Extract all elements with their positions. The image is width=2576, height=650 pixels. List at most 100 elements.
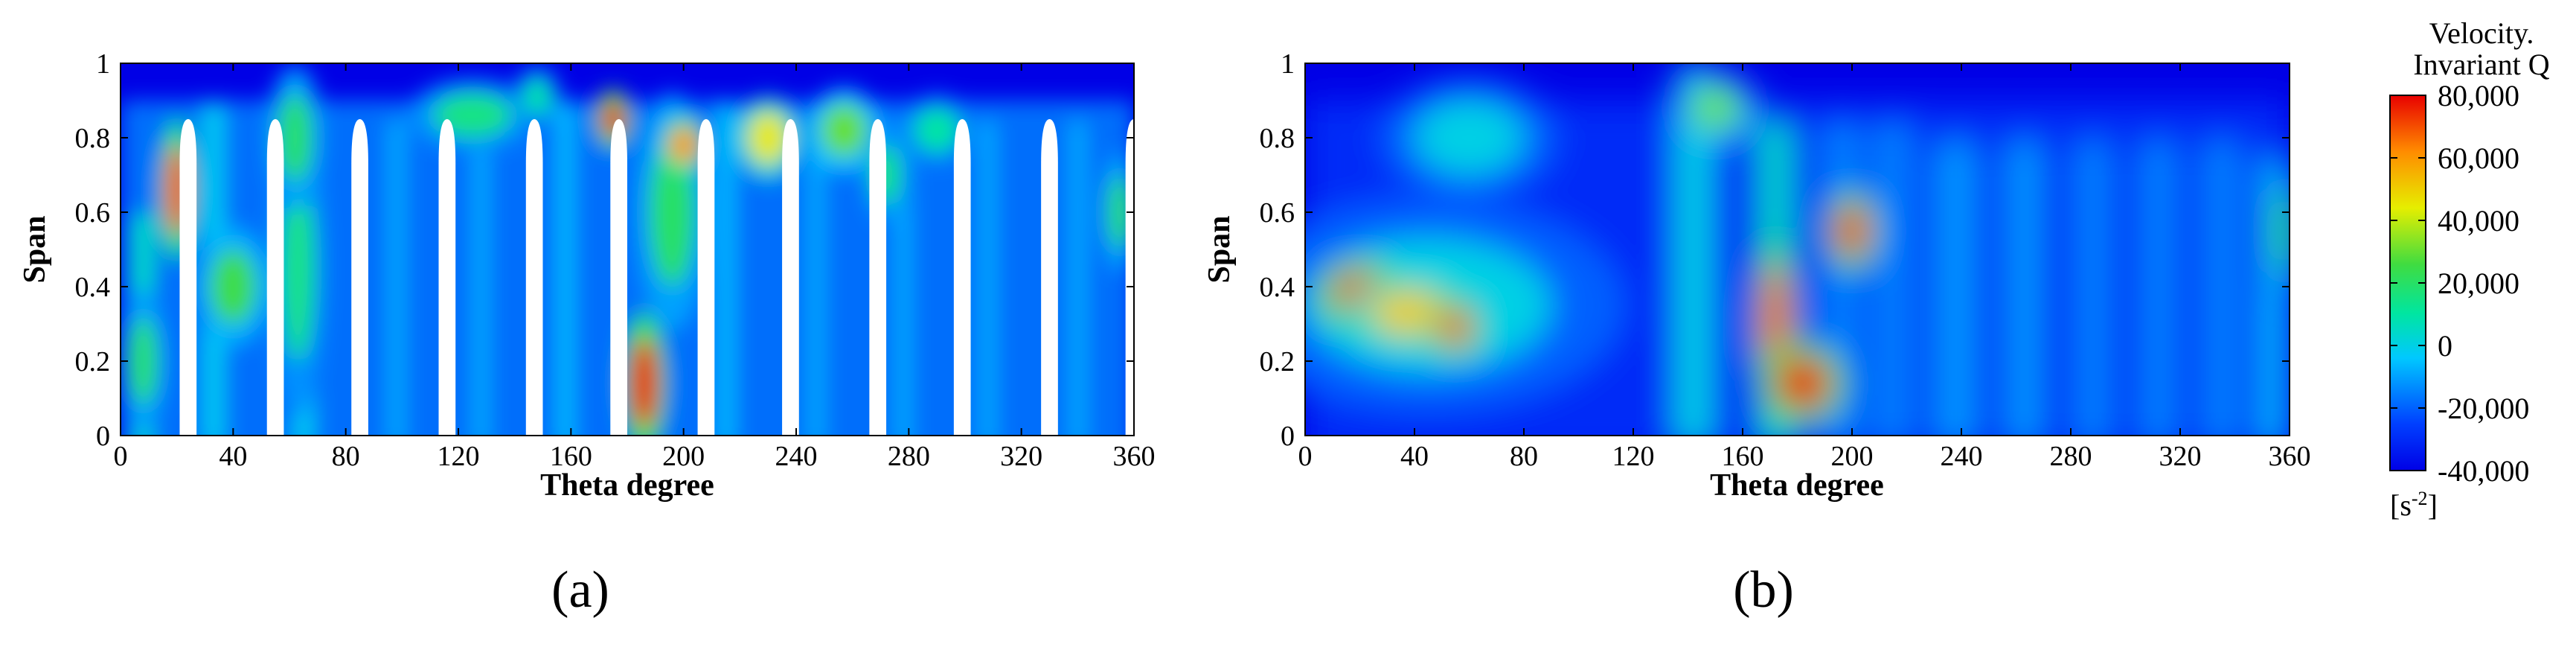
panel-b-x-tick-label-5: 200 bbox=[1831, 441, 1874, 472]
panel-b-x-tick-label-4: 160 bbox=[1722, 441, 1764, 472]
panel-a-hotspot-1 bbox=[211, 249, 256, 324]
panel-a-x-axis-label: Theta degree bbox=[540, 468, 714, 503]
panel-a-blade-0 bbox=[179, 119, 197, 436]
panel-a-hotspot-9 bbox=[650, 138, 695, 287]
panel-a: 0 40 80 120 160 200 240 280 320 360 0 0.2 0.4 0.6 0.8… bbox=[18, 48, 1156, 619]
panel-b-y-tick-label-4: 0.8 bbox=[1260, 123, 1295, 154]
panel-b-x-tick-label-1: 40 bbox=[1400, 441, 1429, 472]
panel-b: 0 40 80 120 160 200 240 280 320 360 0 0.2 0.4 0.6 0.8… bbox=[1202, 48, 2311, 619]
panel-b-x-tick-label-9: 360 bbox=[2269, 441, 2311, 472]
panel-b-hotspot-8 bbox=[1835, 205, 1869, 257]
panel-b-y-tick-label-1: 0.2 bbox=[1260, 346, 1295, 377]
panel-b-hotspot-5 bbox=[1691, 86, 1740, 130]
panel-b-hotspot-1 bbox=[1414, 101, 1524, 175]
panel-b-x-tick-label-7: 280 bbox=[2050, 441, 2092, 472]
panel-b-y-tick-label-3: 0.6 bbox=[1260, 197, 1295, 229]
panel-a-hotspot-2 bbox=[281, 175, 315, 361]
panel-a-y-axis-label: Span bbox=[18, 215, 52, 283]
panel-a-y-ticks: 0 0.2 0.4 0.6 0.8 1 bbox=[75, 48, 1134, 452]
panel-a-streak-9 bbox=[978, 119, 996, 436]
panel-b-streak-4 bbox=[1934, 138, 1979, 436]
panel-a-hotspot-12 bbox=[821, 104, 867, 156]
colorbar-tick-label-1: 60,000 bbox=[2438, 141, 2519, 175]
colorbar-tick-label-5: -20,000 bbox=[2438, 392, 2529, 425]
colorbar-tick-label-2: 40,000 bbox=[2438, 204, 2519, 238]
panel-b-streak-8 bbox=[2202, 138, 2240, 436]
panel-a-blade-8 bbox=[869, 119, 887, 436]
panel-a-streak-3 bbox=[388, 119, 406, 436]
panel-a-y-tick-label-4: 0.8 bbox=[75, 123, 111, 154]
panel-a-hotspot-10 bbox=[669, 127, 698, 164]
panel-a-y-tick-label-3: 0.6 bbox=[75, 197, 111, 229]
panel-b-frame bbox=[1304, 63, 2290, 436]
panel-b-y-ticks: 0 0.2 0.4 0.6 0.8 1 bbox=[1260, 48, 2290, 452]
panel-b-x-tick-label-3: 120 bbox=[1612, 441, 1655, 472]
panel-b-x-tick-label-2: 80 bbox=[1510, 441, 1538, 472]
colorbar: Velocity. Invariant Q 80,000 60,000 40,000… bbox=[2389, 16, 2550, 522]
colorbar-title-line1: Velocity. bbox=[2429, 16, 2534, 50]
panel-a-y-tick-label-5: 1 bbox=[96, 48, 110, 80]
panel-b-streak-6 bbox=[2073, 138, 2112, 436]
panel-a-hotspot-4 bbox=[129, 316, 158, 406]
panel-a-hotspot-3 bbox=[278, 93, 313, 182]
panel-a-streak-5 bbox=[557, 101, 574, 436]
colorbar-tick-label-4: 0 bbox=[2438, 329, 2452, 363]
panel-a-blade-6 bbox=[697, 119, 715, 436]
panel-a-blade-10 bbox=[1041, 119, 1058, 436]
colorbar-ticks: 80,000 60,000 40,000 20,000 0 -20,000 -40,000 bbox=[2390, 79, 2529, 488]
colorbar-tick-label-6: -40,000 bbox=[2438, 454, 2529, 488]
colorbar-tick-label-3: 20,000 bbox=[2438, 267, 2519, 300]
colorbar-unit-end: ] bbox=[2428, 488, 2438, 522]
panel-b-label: (b) bbox=[1733, 561, 1794, 619]
panel-b-streak-0 bbox=[1674, 63, 1713, 436]
panel-a-blade-9 bbox=[953, 119, 971, 436]
panel-a-x-tick-label-7: 280 bbox=[888, 441, 930, 472]
panel-a-blade-5 bbox=[610, 119, 627, 436]
colorbar-tick-label-0: 80,000 bbox=[2438, 79, 2519, 112]
panel-b-streak-7 bbox=[2138, 138, 2178, 436]
panel-a-y-tick-label-1: 0.2 bbox=[75, 346, 111, 377]
panel-a-blade-2 bbox=[351, 119, 368, 436]
panel-a-frame bbox=[120, 63, 1135, 436]
panel-a-blade-4 bbox=[525, 119, 543, 436]
panel-b-y-tick-label-0: 0 bbox=[1281, 421, 1295, 452]
panel-b-hotspot-7 bbox=[1775, 357, 1830, 410]
panel-a-x-tick-label-0: 0 bbox=[114, 441, 128, 472]
panel-a-streak-4 bbox=[472, 119, 490, 436]
panel-a-streak-7 bbox=[807, 119, 824, 436]
panel-b-y-tick-label-5: 1 bbox=[1281, 48, 1295, 80]
panel-a-x-tick-label-2: 80 bbox=[332, 441, 360, 472]
panel-a-blade-11 bbox=[1125, 119, 1134, 436]
panel-a-hotspot-11 bbox=[748, 112, 788, 164]
panel-a-y-tick-label-2: 0.4 bbox=[75, 272, 111, 303]
panel-a-x-tick-label-3: 120 bbox=[438, 441, 480, 472]
panel-a-blade-7 bbox=[782, 119, 799, 436]
panel-b-x-tick-label-8: 320 bbox=[2159, 441, 2202, 472]
panel-a-blade-1 bbox=[266, 119, 284, 436]
panel-a-label: (a) bbox=[551, 561, 609, 619]
panel-b-hotspot-9 bbox=[2272, 186, 2290, 275]
panel-a-streak-10 bbox=[1068, 119, 1086, 436]
panel-a-x-tick-label-1: 40 bbox=[219, 441, 247, 472]
colorbar-unit: [s-2] bbox=[2390, 488, 2438, 522]
panel-b-x-axis-label: Theta degree bbox=[1710, 468, 1884, 503]
panel-a-x-ticks: 0 40 80 120 160 200 240 280 320 360 bbox=[114, 63, 1156, 472]
panel-b-y-axis-label: Span bbox=[1202, 215, 1237, 283]
panel-b-field bbox=[1305, 63, 2290, 436]
panel-a-x-tick-label-8: 320 bbox=[1000, 441, 1042, 472]
panel-b-x-tick-label-6: 240 bbox=[1941, 441, 1983, 472]
panel-a-hotspot-8 bbox=[629, 339, 659, 428]
panel-b-streak-3 bbox=[1874, 119, 1912, 436]
panel-a-x-tick-label-5: 200 bbox=[662, 441, 705, 472]
panel-a-blades bbox=[179, 119, 1134, 436]
panel-b-streak-5 bbox=[2005, 138, 2044, 436]
colorbar-unit-superscript: -2 bbox=[2412, 488, 2428, 509]
colorbar-unit-base: [s bbox=[2390, 488, 2412, 522]
panel-b-y-tick-label-2: 0.4 bbox=[1260, 272, 1295, 303]
panel-a-y-tick-label-0: 0 bbox=[96, 421, 110, 452]
panel-b-x-tick-label-0: 0 bbox=[1298, 441, 1313, 472]
panel-a-hotspot-14 bbox=[914, 108, 960, 153]
colorbar-title-line2: Invariant Q bbox=[2413, 48, 2549, 81]
panel-a-hotspot-6 bbox=[523, 78, 551, 115]
